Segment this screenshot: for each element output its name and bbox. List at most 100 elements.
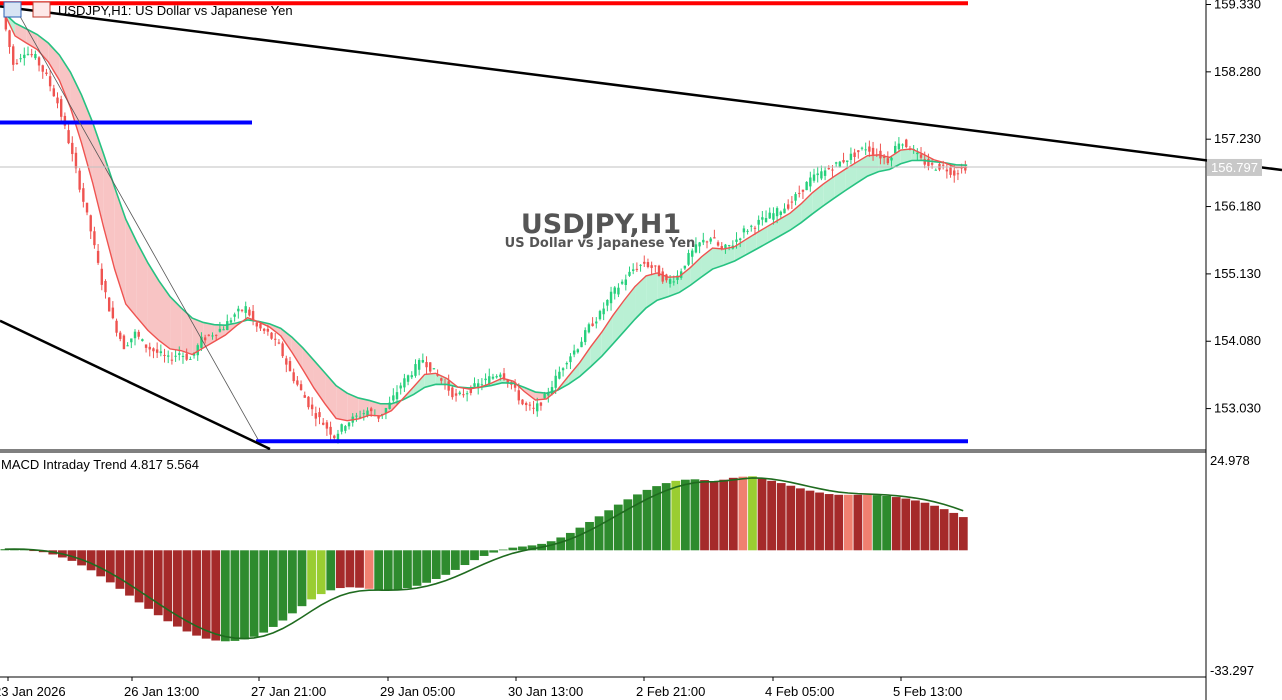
candle-body bbox=[949, 167, 952, 175]
candle-body bbox=[650, 265, 653, 268]
candle-body bbox=[255, 322, 258, 327]
macd-bar bbox=[230, 550, 240, 641]
candle-body bbox=[853, 152, 856, 157]
candle-body bbox=[558, 371, 561, 379]
candle-body bbox=[310, 404, 314, 410]
candle-body bbox=[281, 343, 284, 357]
candle-body bbox=[639, 264, 642, 266]
candle-body bbox=[868, 146, 871, 152]
candle-body bbox=[259, 323, 262, 329]
price-tick-label: 154.080 bbox=[1214, 333, 1261, 348]
candle-body bbox=[155, 349, 159, 353]
candle-body bbox=[115, 320, 118, 333]
candle-body bbox=[964, 166, 967, 171]
macd-bar bbox=[220, 550, 230, 642]
chart-list-icon[interactable] bbox=[3, 1, 22, 18]
macd-bar bbox=[153, 550, 163, 616]
cloud-segment bbox=[347, 393, 359, 421]
candle-body bbox=[768, 212, 771, 219]
candle-body bbox=[473, 383, 476, 387]
candle-body bbox=[347, 422, 351, 427]
macd-bar bbox=[144, 550, 154, 609]
candle-body bbox=[322, 422, 325, 425]
cloud-segment bbox=[313, 360, 326, 404]
macd-bar bbox=[335, 550, 345, 589]
candle-body bbox=[484, 378, 487, 381]
candle-body bbox=[893, 145, 897, 154]
macd-bar bbox=[709, 481, 719, 551]
macd-bar bbox=[853, 494, 863, 551]
horizontal-levels[interactable] bbox=[0, 1, 968, 444]
candle-body bbox=[491, 376, 495, 379]
macd-bar bbox=[661, 483, 671, 551]
candle-body bbox=[23, 54, 26, 59]
macd-bar bbox=[77, 550, 86, 566]
candle-body bbox=[916, 152, 919, 155]
cloud-segment bbox=[158, 280, 171, 349]
price-axis[interactable]: 159.330 158.280 157.230 156.180 155.130 154.0… bbox=[1205, 0, 1262, 700]
candle-body bbox=[37, 57, 41, 66]
macd-bar bbox=[211, 550, 221, 641]
candle-body bbox=[307, 396, 310, 408]
macd-bar bbox=[652, 486, 662, 551]
macd-bar bbox=[412, 550, 422, 586]
trend-lines[interactable] bbox=[0, 5, 1282, 451]
candle-body bbox=[130, 338, 133, 343]
price-pane[interactable]: USDJPY,H1 US Dollar vs Japanese Yen bbox=[0, 1, 1282, 451]
macd-bar bbox=[843, 494, 853, 551]
candle-body bbox=[735, 239, 738, 242]
candle-body bbox=[930, 163, 934, 165]
cloud-segment bbox=[635, 275, 647, 320]
candle-body bbox=[709, 238, 712, 242]
candle-body bbox=[178, 353, 181, 355]
candle-body bbox=[521, 399, 524, 405]
candle-body bbox=[314, 413, 318, 419]
macd-bar bbox=[872, 495, 882, 551]
candle-body bbox=[746, 230, 749, 232]
candle-body bbox=[392, 395, 395, 401]
candle-body bbox=[167, 355, 170, 357]
cloud-segment bbox=[900, 148, 912, 164]
candle-body bbox=[30, 54, 33, 56]
macd-bar bbox=[767, 480, 777, 551]
candle-body bbox=[78, 170, 81, 190]
candle-body bbox=[421, 359, 425, 363]
macd-bar bbox=[671, 480, 681, 551]
candle-body bbox=[565, 363, 568, 365]
candle-body bbox=[528, 404, 532, 406]
trend-line[interactable] bbox=[0, 319, 271, 451]
macd-pane[interactable]: MACD Intraday Trend 4.817 5.564 24.978 -3… bbox=[0, 453, 1255, 678]
candle-body bbox=[476, 383, 480, 389]
macd-bar bbox=[364, 550, 374, 589]
candle-body bbox=[325, 422, 329, 429]
time-axis[interactable]: 23 Jan 2026 26 Jan 13:00 27 Jan 21:00 29 Ja… bbox=[0, 677, 962, 699]
candle-body bbox=[318, 412, 321, 418]
candle-body bbox=[12, 46, 15, 65]
candle-body bbox=[222, 329, 225, 331]
macd-bar bbox=[920, 502, 930, 551]
trend-line[interactable] bbox=[0, 5, 1282, 172]
macd-signal-line bbox=[4, 477, 964, 640]
candle-body bbox=[288, 361, 292, 372]
macd-bar bbox=[470, 550, 479, 561]
candle-body bbox=[849, 153, 853, 160]
trade-panel-icon[interactable] bbox=[32, 1, 51, 18]
time-tick-label: 23 Jan 2026 bbox=[0, 684, 66, 699]
candle-body bbox=[340, 424, 343, 432]
cloud-segment bbox=[214, 324, 226, 342]
candle-body bbox=[631, 269, 635, 271]
cloud-segment bbox=[136, 242, 148, 331]
cloud-segment bbox=[280, 328, 292, 353]
candle-body bbox=[953, 170, 956, 176]
macd-bar bbox=[776, 483, 786, 551]
cloud-segment bbox=[369, 400, 381, 416]
candle-body bbox=[15, 62, 19, 64]
time-tick-label: 29 Jan 05:00 bbox=[380, 684, 455, 699]
candle-body bbox=[635, 268, 639, 270]
macd-bar bbox=[690, 479, 700, 551]
macd-bar bbox=[115, 550, 125, 589]
candle-body bbox=[469, 387, 473, 393]
candle-body bbox=[713, 237, 716, 239]
macd-bar bbox=[930, 505, 939, 551]
